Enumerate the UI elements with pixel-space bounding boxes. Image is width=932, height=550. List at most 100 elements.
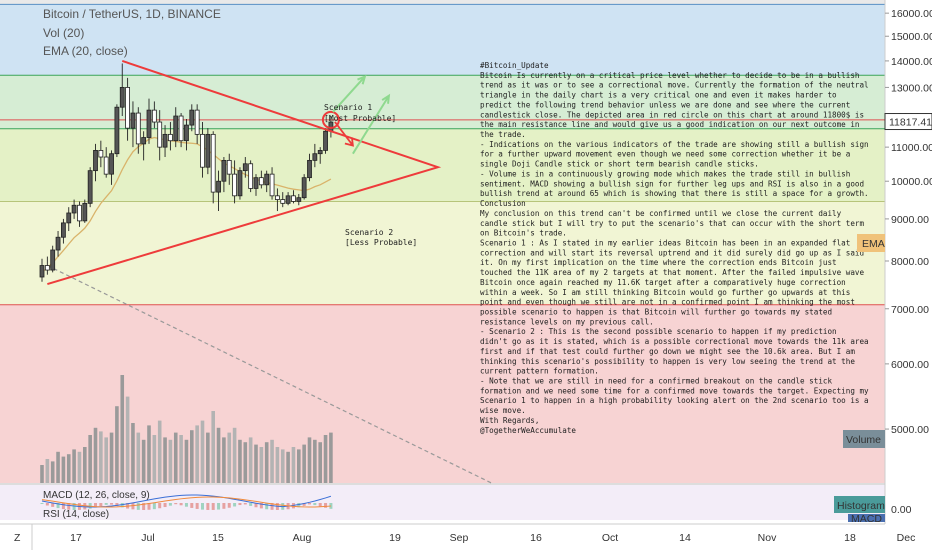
volume-bar-19 [141,439,146,483]
price-tick-5: 10000.00 [891,176,932,188]
candle-body-51 [312,153,318,161]
volume-bar-32 [211,411,215,483]
candle-body-34 [221,159,227,182]
volume-bar-26 [179,435,183,483]
note-line-18: Scenario 1 : As I stated in my earlier i… [480,238,850,247]
candle-body-10 [93,150,98,172]
candle-body-16 [125,87,130,129]
note-line-11: - Volume is in a continuously growing mo… [480,169,850,178]
macd-hist-26 [179,503,183,506]
time-tick-10: 18 [844,532,856,544]
candle-body-18 [135,112,141,145]
candle-body-0 [39,265,45,278]
candle-body-33 [216,180,221,193]
time-tick-7: Oct [602,532,618,544]
price-tick-3: 8000.00 [891,256,929,268]
volume-bar-46 [286,451,290,483]
macd-hist-43 [270,503,274,510]
volume-bar-34 [222,437,226,483]
macd-tag-label: MACD [851,513,882,525]
candle-body-45 [280,199,286,204]
volume-bar-8 [83,447,87,483]
candle-body-4 [61,222,66,238]
time-tick-5: Sep [450,532,469,544]
scenario1-arrow-head [357,74,367,85]
macd-hist-34 [222,503,226,509]
note-line-13: bullish trend at around 65 which is show… [480,189,869,198]
price-tick-4: 9000.00 [891,214,929,226]
scenario1b-arrow-shaft [352,95,390,155]
time-tick-9: Nov [758,532,777,544]
macd-hist-10 [94,503,97,508]
time-tick-11: Dec [897,532,916,544]
volume-bar-6 [72,449,76,483]
volume-bar-33 [216,427,221,483]
macd-hist-24 [168,503,172,506]
note-line-36: With Regards, [480,416,539,425]
candle-body-52 [317,150,323,155]
volume-bar-31 [206,432,210,483]
note-line-23: within a week. So I am still thinking Bi… [480,288,850,297]
candle-body-1 [44,265,50,271]
note-line-29: first and if that test could further go … [480,347,855,356]
macd-hist-51 [313,503,317,506]
rsi-label: RSI (14, close) [43,509,109,520]
timezone-corner: Z [14,532,21,544]
subpane-bg [0,485,885,520]
candle-body-38 [242,163,248,172]
scenario2-arrow-head [344,137,354,147]
volume-bar-41 [259,447,264,483]
macd-hist-41 [259,503,263,509]
volume-bar-36 [232,427,237,483]
note-line-35: wise move. [480,406,526,415]
volume-bar-48 [297,449,301,483]
volume-bar-1 [45,459,50,483]
macd-hist-29 [195,503,199,509]
candle-body-8 [82,202,88,222]
note-line-5: candlestick close. The depicted area in … [480,110,864,119]
candle-body-50 [307,159,312,179]
macd-hist-38 [243,503,247,505]
note-line-30: thinking this scenario's possibility to … [480,357,855,366]
scenario2-sublabel: [Less Probable] [345,238,417,247]
volume-bar-27 [184,439,189,483]
macd-hist-14 [115,503,119,507]
volume-bar-45 [280,449,285,483]
volume-bar-39 [248,437,253,483]
candle-body-32 [210,133,216,193]
time-tick-3: Aug [293,532,312,544]
candle-body-13 [109,153,114,175]
ema-tag [857,234,885,252]
note-line-4: predict the following trend behavior unl… [480,100,850,109]
candle-body-2 [50,249,56,271]
scenario1b-arrow-head [381,93,391,104]
candle-body-43 [269,173,275,197]
volume-bar-11 [99,431,103,483]
macd-hist-21 [152,503,156,510]
candle-body-36 [232,173,238,197]
indicator-volume: Vol (20) [43,26,84,40]
candle-body-5 [66,212,72,224]
candle-body-49 [301,177,307,199]
note-line-9: for a further upward movement even thoug… [480,150,850,159]
volume-bar-4 [61,456,66,483]
macd-hist-33 [217,503,221,510]
note-line-24: point and even though we still are not i… [480,298,855,307]
scenario1-label: Scenario 1 [324,103,372,112]
volume-bar-23 [163,437,167,483]
volume-bar-40 [254,444,258,483]
volume-bar-21 [152,435,157,483]
macd-hist-27 [184,503,188,507]
volume-bar-52 [318,442,322,483]
candle-body-17 [130,112,136,129]
volume-bar-0 [40,465,44,483]
candle-body-28 [189,109,195,126]
macd-hist-20 [147,503,151,510]
volume-bar-44 [275,447,280,483]
candle-body-26 [178,115,184,142]
time-tick-0: 17 [70,532,82,544]
note-line-14: Conclusion [480,199,526,208]
macd-hist-42 [265,503,269,510]
note-line-34: Scenario 1 to happen in a high probabili… [480,396,869,405]
